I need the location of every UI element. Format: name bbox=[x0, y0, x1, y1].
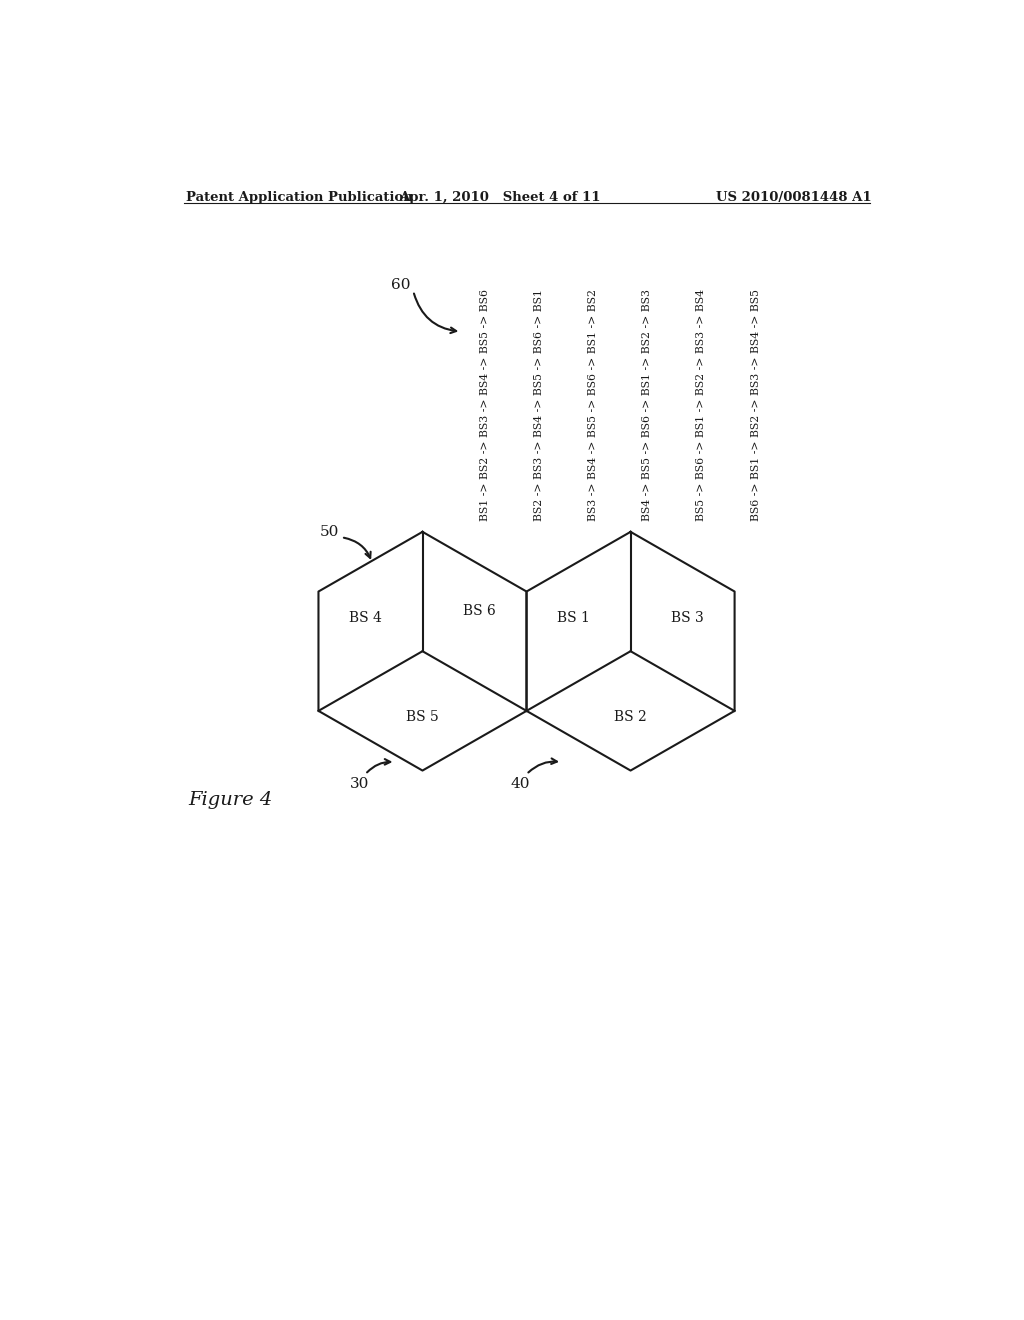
Text: BS5 -> BS6 -> BS1 -> BS2 -> BS3 -> BS4: BS5 -> BS6 -> BS1 -> BS2 -> BS3 -> BS4 bbox=[696, 289, 707, 521]
Text: BS3 -> BS4 -> BS5 -> BS6 -> BS1 -> BS2: BS3 -> BS4 -> BS5 -> BS6 -> BS1 -> BS2 bbox=[588, 289, 598, 521]
Text: 50: 50 bbox=[321, 525, 340, 539]
Text: BS 4: BS 4 bbox=[349, 611, 382, 626]
Text: Apr. 1, 2010   Sheet 4 of 11: Apr. 1, 2010 Sheet 4 of 11 bbox=[399, 191, 601, 203]
Text: BS 3: BS 3 bbox=[672, 611, 705, 626]
Text: 30: 30 bbox=[349, 776, 369, 791]
Text: 60: 60 bbox=[391, 279, 411, 293]
Text: BS 5: BS 5 bbox=[407, 710, 439, 723]
Text: BS6 -> BS1 -> BS2 -> BS3 -> BS4 -> BS5: BS6 -> BS1 -> BS2 -> BS3 -> BS4 -> BS5 bbox=[751, 289, 761, 521]
Text: BS1 -> BS2 -> BS3 -> BS4 -> BS5 -> BS6: BS1 -> BS2 -> BS3 -> BS4 -> BS5 -> BS6 bbox=[479, 289, 489, 521]
Text: BS 6: BS 6 bbox=[463, 603, 496, 618]
Text: Patent Application Publication: Patent Application Publication bbox=[186, 191, 413, 203]
Text: 40: 40 bbox=[511, 776, 530, 791]
Text: BS 1: BS 1 bbox=[557, 611, 590, 626]
Text: BS 2: BS 2 bbox=[614, 710, 647, 723]
Text: US 2010/0081448 A1: US 2010/0081448 A1 bbox=[717, 191, 872, 203]
Text: Figure 4: Figure 4 bbox=[188, 792, 272, 809]
Text: BS2 -> BS3 -> BS4 -> BS5 -> BS6 -> BS1: BS2 -> BS3 -> BS4 -> BS5 -> BS6 -> BS1 bbox=[534, 289, 544, 521]
Text: BS4 -> BS5 -> BS6 -> BS1 -> BS2 -> BS3: BS4 -> BS5 -> BS6 -> BS1 -> BS2 -> BS3 bbox=[642, 289, 652, 521]
